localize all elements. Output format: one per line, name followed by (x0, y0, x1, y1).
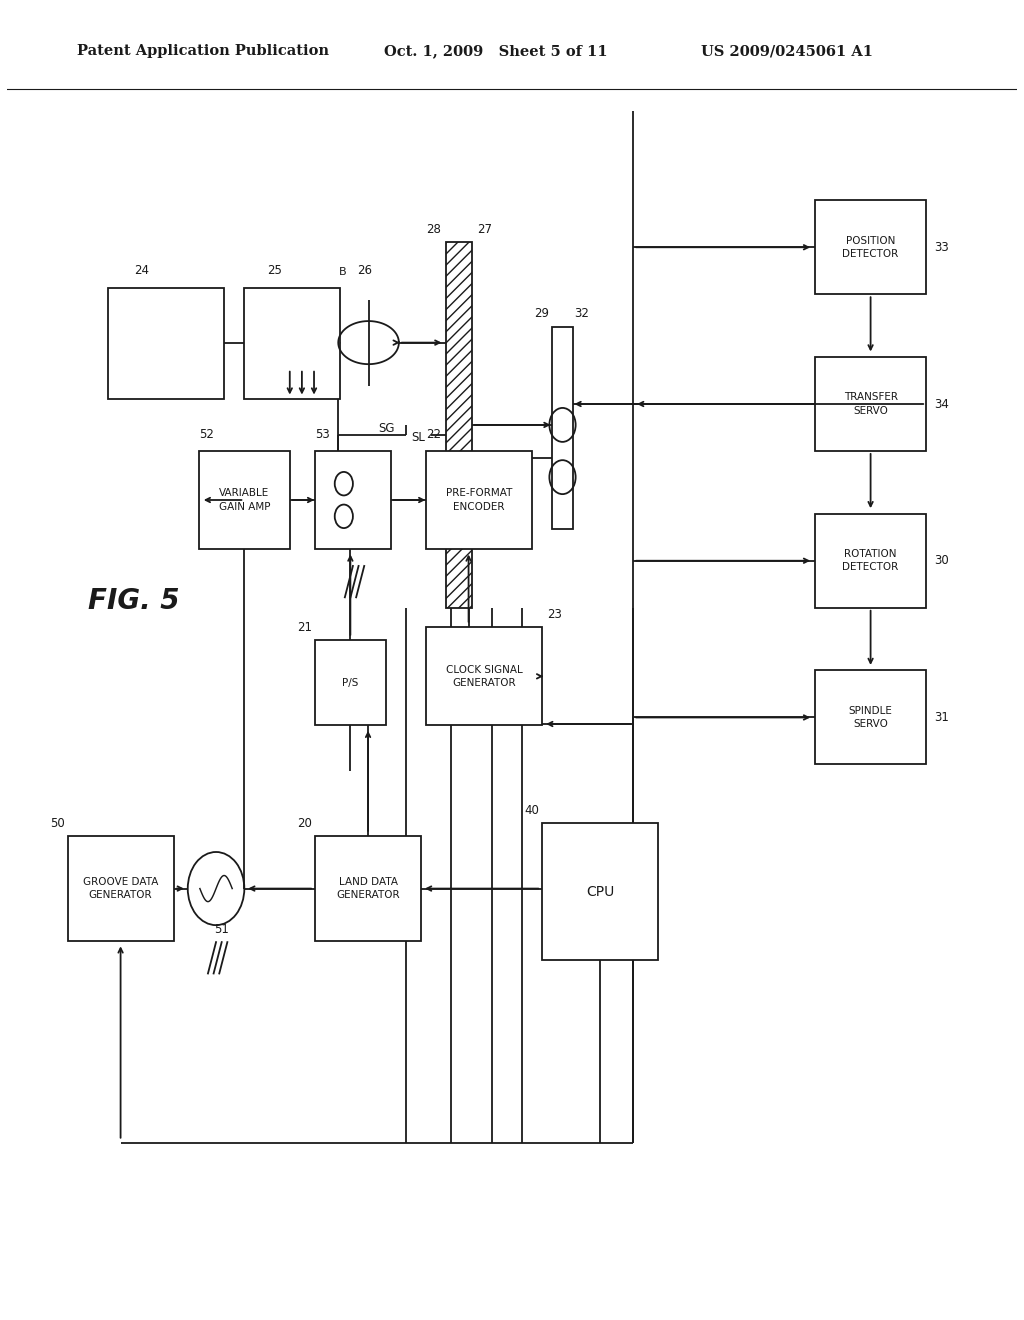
Text: 20: 20 (297, 817, 312, 830)
Text: 52: 52 (199, 428, 214, 441)
Text: Patent Application Publication: Patent Application Publication (77, 45, 329, 58)
Bar (426, 627, 543, 725)
Text: 29: 29 (535, 308, 549, 321)
Bar (552, 327, 572, 529)
Bar (315, 640, 386, 725)
Bar (315, 837, 421, 941)
Text: 22: 22 (426, 428, 441, 441)
Text: PRE-FORMAT
ENCODER: PRE-FORMAT ENCODER (446, 488, 512, 512)
Bar (815, 201, 926, 294)
Text: LAND DATA
GENERATOR: LAND DATA GENERATOR (336, 876, 399, 900)
Text: 24: 24 (134, 264, 148, 277)
Bar (199, 451, 290, 549)
Text: FIG. 5: FIG. 5 (88, 587, 179, 615)
Text: CLOCK SIGNAL
GENERATOR: CLOCK SIGNAL GENERATOR (445, 665, 522, 688)
Text: 23: 23 (548, 607, 562, 620)
Bar (245, 288, 340, 399)
Bar (543, 824, 658, 961)
Text: 31: 31 (934, 711, 949, 723)
Bar (815, 671, 926, 764)
Bar (815, 356, 926, 451)
Text: 30: 30 (934, 554, 949, 568)
Text: P/S: P/S (342, 678, 358, 688)
Text: B: B (339, 268, 346, 277)
Text: POSITION
DETECTOR: POSITION DETECTOR (843, 236, 899, 259)
Text: TRANSFER
SERVO: TRANSFER SERVO (844, 392, 898, 416)
Bar (446, 242, 472, 607)
Text: SPINDLE
SERVO: SPINDLE SERVO (849, 706, 893, 729)
Bar (108, 288, 224, 399)
Bar (68, 837, 174, 941)
Text: 34: 34 (934, 397, 949, 411)
Text: 50: 50 (50, 817, 65, 830)
Text: 21: 21 (297, 620, 312, 634)
Text: CPU: CPU (587, 884, 614, 899)
Text: SG: SG (379, 422, 395, 436)
Text: Oct. 1, 2009   Sheet 5 of 11: Oct. 1, 2009 Sheet 5 of 11 (384, 45, 607, 58)
Text: 33: 33 (934, 240, 949, 253)
Text: ROTATION
DETECTOR: ROTATION DETECTOR (843, 549, 899, 573)
Text: VARIABLE
GAIN AMP: VARIABLE GAIN AMP (218, 488, 270, 512)
Text: 53: 53 (315, 428, 330, 441)
Text: GROOVE DATA
GENERATOR: GROOVE DATA GENERATOR (83, 876, 159, 900)
Text: 26: 26 (357, 264, 373, 277)
Text: 28: 28 (426, 223, 441, 235)
Bar (315, 451, 391, 549)
Text: SL: SL (411, 432, 425, 445)
Bar (426, 451, 532, 549)
Text: 32: 32 (574, 308, 590, 321)
Bar (815, 513, 926, 607)
Text: 25: 25 (267, 264, 282, 277)
Text: 40: 40 (524, 804, 540, 817)
Text: 27: 27 (476, 223, 492, 235)
Text: US 2009/0245061 A1: US 2009/0245061 A1 (701, 45, 873, 58)
Text: 51: 51 (214, 923, 228, 936)
